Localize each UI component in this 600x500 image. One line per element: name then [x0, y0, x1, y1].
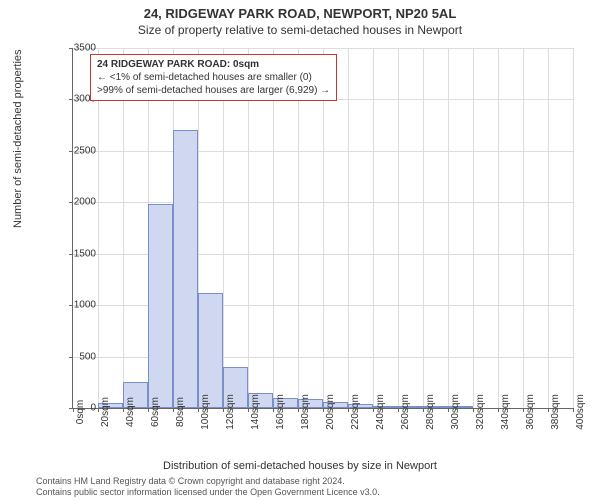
x-tick-mark — [348, 408, 349, 412]
x-tick-label: 120sqm — [225, 394, 236, 430]
x-tick-label: 160sqm — [275, 394, 286, 430]
x-tick-label: 60sqm — [150, 397, 161, 427]
histogram-bar — [173, 130, 198, 408]
x-tick-mark — [173, 408, 174, 412]
x-tick-label: 100sqm — [200, 394, 211, 430]
x-tick-label: 360sqm — [525, 394, 536, 430]
info-box-smaller: ← <1% of semi-detached houses are smalle… — [97, 71, 330, 84]
histogram-chart — [72, 48, 573, 409]
footer-line2: Contains public sector information licen… — [36, 487, 380, 498]
histogram-bar — [148, 204, 173, 408]
x-tick-mark — [198, 408, 199, 412]
gridline-v — [498, 48, 499, 408]
x-tick-label: 320sqm — [475, 394, 486, 430]
x-tick-label: 340sqm — [500, 394, 511, 430]
info-box: 24 RIDGEWAY PARK ROAD: 0sqm ← <1% of sem… — [90, 54, 337, 101]
gridline-v — [123, 48, 124, 408]
x-tick-label: 280sqm — [425, 394, 436, 430]
gridline-v — [323, 48, 324, 408]
footer-line1: Contains HM Land Registry data © Crown c… — [36, 476, 380, 487]
x-tick-label: 380sqm — [550, 394, 561, 430]
gridline-v — [223, 48, 224, 408]
x-tick-label: 240sqm — [375, 394, 386, 430]
gridline-v — [548, 48, 549, 408]
gridline-v — [248, 48, 249, 408]
x-tick-mark — [223, 408, 224, 412]
x-tick-mark — [398, 408, 399, 412]
x-tick-mark — [423, 408, 424, 412]
y-tick-label: 3500 — [56, 43, 96, 54]
x-tick-mark — [298, 408, 299, 412]
x-tick-mark — [123, 408, 124, 412]
x-tick-mark — [523, 408, 524, 412]
info-box-larger: >99% of semi-detached houses are larger … — [97, 84, 330, 97]
x-tick-label: 140sqm — [250, 394, 261, 430]
x-tick-mark — [248, 408, 249, 412]
x-tick-label: 220sqm — [350, 394, 361, 430]
gridline-v — [298, 48, 299, 408]
y-tick-label: 500 — [56, 351, 96, 362]
x-tick-label: 200sqm — [325, 394, 336, 430]
gridline-v — [373, 48, 374, 408]
footer-attribution: Contains HM Land Registry data © Crown c… — [36, 476, 380, 498]
y-tick-label: 1500 — [56, 248, 96, 259]
x-tick-mark — [273, 408, 274, 412]
x-tick-mark — [373, 408, 374, 412]
x-tick-label: 400sqm — [575, 394, 586, 430]
gridline-v — [523, 48, 524, 408]
x-tick-label: 80sqm — [175, 397, 186, 427]
x-axis-label: Distribution of semi-detached houses by … — [0, 460, 600, 472]
x-tick-mark — [448, 408, 449, 412]
x-tick-label: 260sqm — [400, 394, 411, 430]
x-tick-mark — [473, 408, 474, 412]
gridline-v — [473, 48, 474, 408]
gridline-v — [98, 48, 99, 408]
gridline-v — [448, 48, 449, 408]
x-tick-mark — [323, 408, 324, 412]
y-tick-label: 2000 — [56, 197, 96, 208]
gridline-v — [423, 48, 424, 408]
histogram-bar — [198, 293, 223, 408]
y-tick-label: 2500 — [56, 145, 96, 156]
y-tick-label: 1000 — [56, 300, 96, 311]
gridline-v — [273, 48, 274, 408]
x-tick-mark — [548, 408, 549, 412]
page-subtitle: Size of property relative to semi-detach… — [0, 21, 600, 37]
x-tick-mark — [148, 408, 149, 412]
info-box-title: 24 RIDGEWAY PARK ROAD: 0sqm — [97, 58, 330, 71]
x-tick-mark — [498, 408, 499, 412]
x-tick-label: 300sqm — [450, 394, 461, 430]
gridline-v — [348, 48, 349, 408]
gridline-v — [398, 48, 399, 408]
x-tick-label: 0sqm — [75, 400, 86, 424]
x-tick-mark — [573, 408, 574, 412]
gridline-v — [573, 48, 574, 408]
page-title: 24, RIDGEWAY PARK ROAD, NEWPORT, NP20 5A… — [0, 0, 600, 21]
x-tick-mark — [98, 408, 99, 412]
x-tick-label: 180sqm — [300, 394, 311, 430]
x-tick-label: 20sqm — [100, 397, 111, 427]
x-tick-label: 40sqm — [125, 397, 136, 427]
y-axis-label: Number of semi-detached properties — [12, 49, 24, 228]
